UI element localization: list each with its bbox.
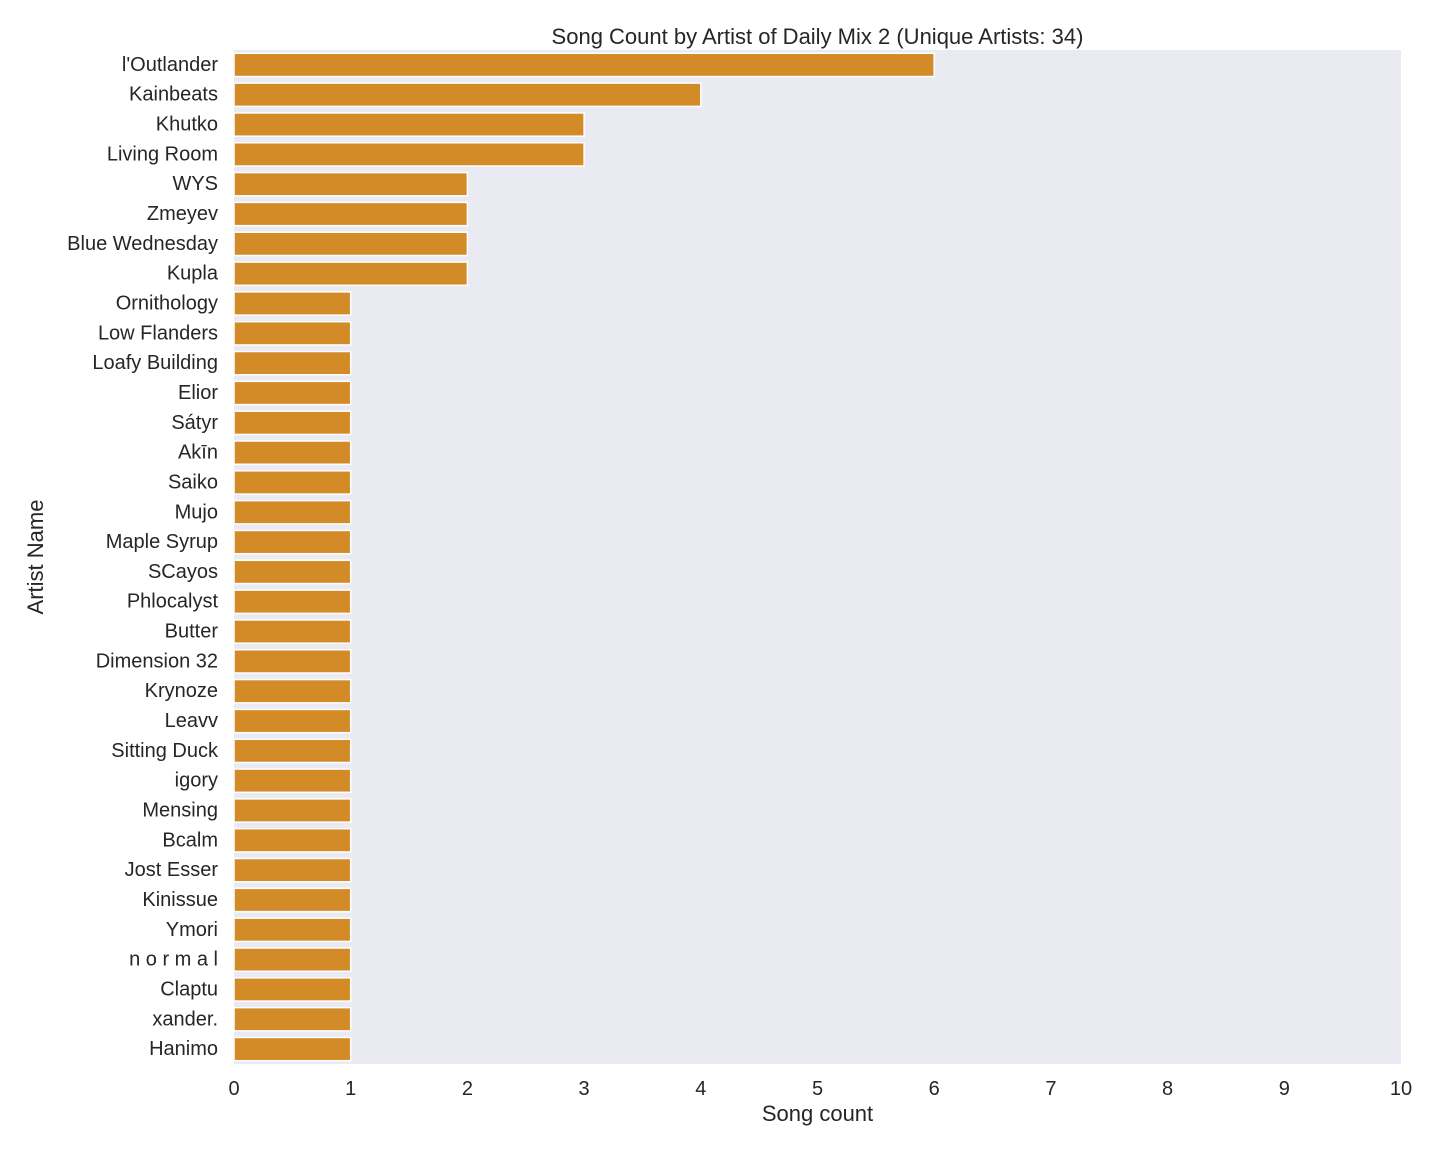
bar [233,82,702,108]
y-tick-label: Ornithology [116,293,218,315]
bar [233,708,352,734]
x-tick-label: 0 [228,1078,239,1100]
bar [233,410,352,436]
x-tick-label: 2 [462,1078,473,1100]
bar [233,827,352,853]
bar [233,380,352,406]
y-tick-label: Bcalm [162,829,218,851]
bar [233,291,352,316]
y-tick-label: Mensing [142,800,218,822]
x-tick-label: 5 [812,1078,823,1100]
y-tick-label: Jost Esser [125,859,219,881]
y-tick-label: Ymori [166,919,218,941]
y-tick-label: Mujo [175,501,218,523]
bar [233,350,352,376]
bar [233,52,935,78]
bars-group [233,52,935,1062]
y-tick-label: igory [175,770,218,792]
y-tick-label: Low Flanders [98,322,218,344]
y-tick-label: Kupla [167,263,219,285]
bar [233,1006,352,1032]
y-tick-label: Sitting Duck [111,740,219,762]
y-tick-label: Blue Wednesday [67,233,218,255]
bar [233,738,352,764]
bar [233,320,352,346]
bar [233,857,352,883]
bar [233,440,352,465]
bar [233,1036,352,1062]
bar [233,470,352,495]
bar [233,917,352,943]
y-tick-label: Zmeyev [147,203,218,225]
bar [233,559,352,585]
y-tick-label: Krynoze [145,680,218,702]
y-tick-label: Saiko [168,471,218,493]
bar [233,529,352,555]
y-tick-labels: l'Outlander Kainbeats Khutko Living Room WYS… [67,54,219,1060]
y-tick-label: Butter [165,621,219,643]
bar [233,112,585,137]
bar [233,142,585,167]
y-tick-label: xander. [152,1008,218,1030]
bar [233,589,352,615]
chart-title: Song Count by Artist of Daily Mix 2 (Uni… [552,24,1084,49]
y-tick-label: SCayos [148,561,218,583]
y-tick-label: WYS [172,173,218,195]
x-tick-labels: 0 1 2 3 4 5 6 7 8 9 10 [228,1078,1412,1100]
y-tick-label: Akīn [178,442,218,464]
y-tick-label: n o r m a l [129,949,218,971]
y-tick-label: Khutko [156,114,218,136]
x-tick-label: 10 [1390,1078,1412,1100]
bar [233,649,352,674]
bar [233,977,352,1002]
y-tick-label: Maple Syrup [106,531,218,553]
y-axis-label: Artist Name [23,500,48,615]
y-tick-label: Elior [178,382,218,404]
bar [233,499,352,525]
bar [233,768,352,794]
x-tick-label: 6 [929,1078,940,1100]
y-tick-label: Sátyr [171,412,218,434]
y-tick-label: Phlocalyst [127,591,219,613]
x-tick-label: 4 [695,1078,706,1100]
y-tick-label: Claptu [160,978,218,1000]
y-tick-label: Kainbeats [129,84,218,106]
bar [233,261,469,287]
y-tick-label: Hanimo [149,1038,218,1060]
y-tick-label: Loafy Building [92,352,218,374]
bar [233,678,352,704]
x-tick-label: 7 [1045,1078,1056,1100]
x-axis-label: Song count [762,1101,873,1126]
x-tick-label: 9 [1279,1078,1290,1100]
x-tick-label: 1 [345,1078,356,1100]
y-tick-label: Living Room [107,143,218,165]
y-tick-label: Kinissue [142,889,218,911]
bar [233,798,352,823]
bar [233,201,469,227]
bar [233,887,352,913]
bar [233,619,352,644]
bar [233,231,469,257]
x-tick-label: 8 [1162,1078,1173,1100]
x-tick-label: 3 [579,1078,590,1100]
y-tick-label: Dimension 32 [96,650,218,672]
y-tick-label: l'Outlander [122,54,218,76]
bar [233,171,469,197]
bar [233,947,352,972]
y-tick-label: Leavv [165,710,218,732]
